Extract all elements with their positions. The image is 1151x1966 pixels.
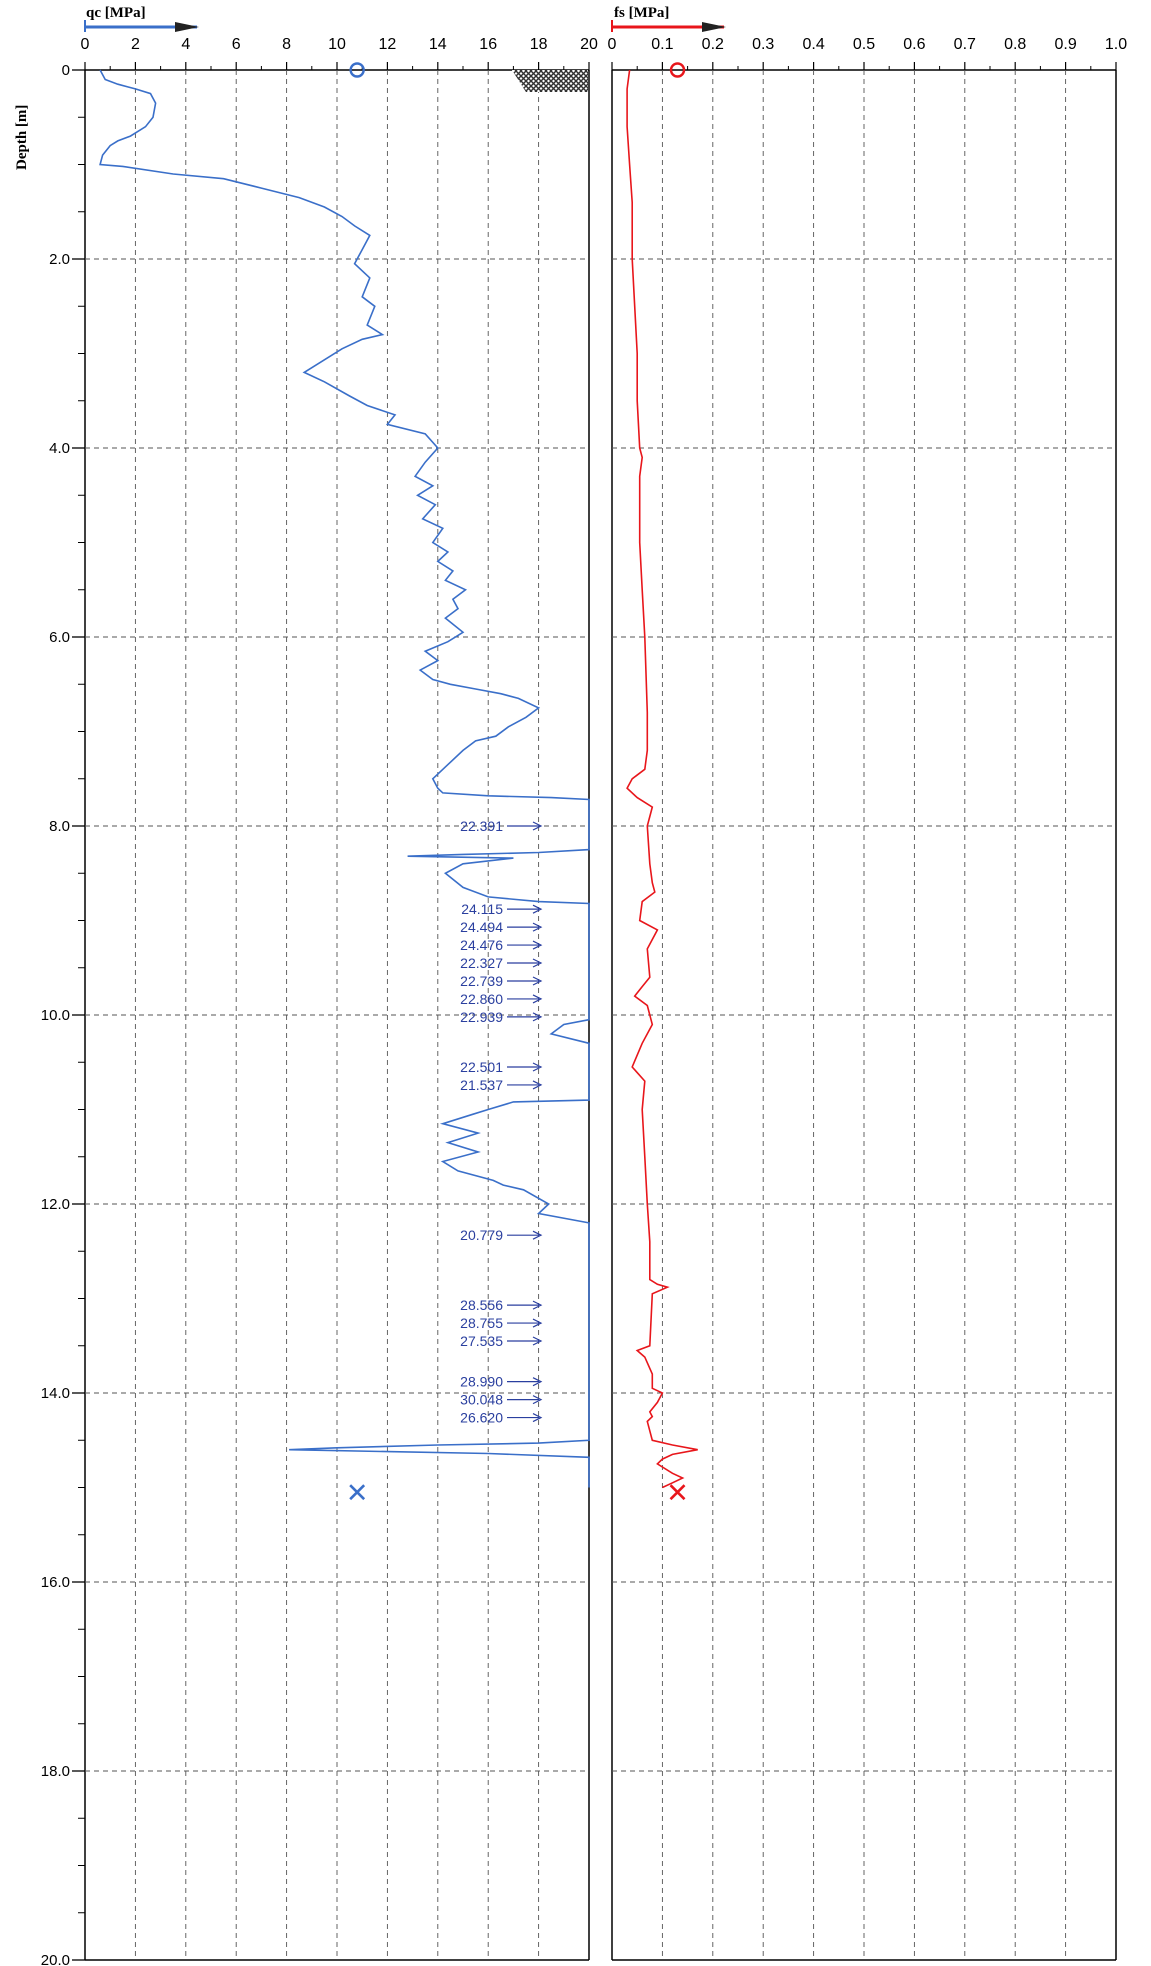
qc-grid: [84, 69, 590, 1961]
qc-cutoff-label: 26.620: [460, 1410, 503, 1426]
qc-circle-marker: [349, 62, 365, 78]
fs-x-tick-label: 0.3: [752, 36, 774, 53]
fs-circle-marker: [669, 62, 686, 78]
hatch-line-a: [512, 70, 513, 92]
fs-x-tick-label: 0: [608, 36, 617, 53]
qc-annotations: 22.391 24.115 24.494 24.476 22.327 22.739 22.8…: [460, 818, 543, 1426]
fs-series-line: [626, 69, 698, 1489]
qc-cutoff-arrowhead: [532, 1336, 543, 1346]
qc-x-tick-label: 14: [429, 36, 447, 53]
qc-cutoff-arrowhead: [532, 1012, 543, 1022]
fs-markers: [669, 62, 686, 1501]
fs-x-tick-label: 0.8: [1004, 36, 1026, 53]
qc-axis: 0 2 4 6 8 10 12 14 16 18 20: [81, 20, 598, 70]
qc-axis-label: qc [MPa]: [86, 5, 146, 21]
hatch-line-b: [590, 70, 612, 92]
depth-axis-label: Depth [m]: [14, 105, 30, 170]
fs-x-tick-label: 1.0: [1105, 36, 1127, 53]
qc-x-tick-label: 8: [282, 36, 291, 53]
hatch-symbol: [512, 70, 612, 92]
qc-markers: [349, 62, 366, 1501]
qc-x-tick-label: 4: [181, 36, 190, 53]
qc-cutoff-label: 21.537: [460, 1077, 503, 1093]
qc-cutoff-label: 22.939: [460, 1009, 503, 1025]
fs-x-tick-label: 0.4: [802, 36, 824, 53]
qc-cutoff-arrowhead: [532, 1080, 543, 1090]
qc-cutoff-label: 24.494: [460, 919, 503, 935]
hatch-line-b: [579, 70, 588, 92]
qc-cutoff-arrowhead: [532, 1413, 543, 1423]
qc-x-tick-label: 12: [379, 36, 397, 53]
depth-tick-label: 0: [62, 62, 70, 79]
qc-cutoff-arrowhead: [532, 922, 543, 932]
qc-cutoff-label: 27.535: [460, 1333, 503, 1349]
qc-series-line: [99, 69, 590, 1488]
qc-cutoff-arrowhead: [532, 1230, 543, 1240]
qc-cutoff-label: 20.779: [460, 1227, 503, 1243]
depth-tick-label: 20.0: [41, 1952, 70, 1966]
depth-tick-label: 12.0: [41, 1196, 70, 1213]
hatch-line-b: [512, 70, 513, 92]
fs-x-tick-label: 0.1: [651, 36, 673, 53]
depth-axis: 0 2.0 4.0 6.0 8.0 10.0 12.0 14.0 16.0 18.0 20.0: [41, 62, 85, 1966]
fs-x-tick-label: 0.2: [702, 36, 724, 53]
qc-cutoff-arrowhead: [532, 976, 543, 986]
qc-cutoff-arrowhead: [532, 1300, 543, 1310]
qc-x-tick-label: 6: [232, 36, 241, 53]
qc-panel: 0 2 4 6 8 10 12 14 16 18 20 22.391 24.115 24.494 24.4…: [81, 5, 612, 1961]
qc-cutoff-label: 28.990: [460, 1374, 503, 1390]
hatch-line-a: [579, 70, 588, 92]
fs-x-tick-label: 0.9: [1054, 36, 1076, 53]
qc-cutoff-arrowhead: [532, 958, 543, 968]
fs-axis: 0 0.1 0.2 0.3 0.4 0.5 0.6 0.7 0.8 0.9 1.0: [608, 20, 1127, 70]
qc-x-tick-label: 16: [479, 36, 497, 53]
fs-x-tick-label: 0.6: [903, 36, 925, 53]
qc-cutoff-label: 22.739: [460, 973, 503, 989]
fs-grid: [611, 69, 1117, 1961]
fs-axis-label: fs [MPa]: [614, 5, 669, 21]
qc-cutoff-arrowhead: [532, 1395, 543, 1405]
fs-title-arrowhead: [702, 22, 726, 32]
fs-cross-marker: [669, 1484, 686, 1501]
qc-cutoff-arrowhead: [532, 904, 543, 914]
qc-cutoff-label: 22.327: [460, 955, 503, 971]
fs-panel: 0 0.1 0.2 0.3 0.4 0.5 0.6 0.7 0.8 0.9 1.0 fs [MPa]: [608, 5, 1127, 1961]
depth-tick-label: 10.0: [41, 1007, 70, 1024]
depth-tick-label: 2.0: [49, 251, 70, 268]
qc-cutoff-arrowhead: [532, 940, 543, 950]
qc-cutoff-arrowhead: [532, 1318, 543, 1328]
qc-cutoff-label: 22.501: [460, 1059, 503, 1075]
qc-cutoff-label: 28.556: [460, 1297, 503, 1313]
depth-tick-label: 18.0: [41, 1763, 70, 1780]
fs-x-tick-label: 0.5: [853, 36, 875, 53]
hatch-line-b: [574, 70, 588, 92]
qc-cutoff-label: 24.115: [461, 901, 503, 917]
depth-tick-label: 14.0: [41, 1385, 70, 1402]
qc-cutoff-label: 30.048: [460, 1392, 503, 1408]
hatch-line-b: [569, 70, 588, 92]
depth-tick-label: 6.0: [49, 629, 70, 646]
qc-cutoff-label: 28.755: [460, 1315, 503, 1331]
depth-tick-label: 8.0: [49, 818, 70, 835]
qc-cutoff-arrowhead: [532, 1062, 543, 1072]
fs-x-tick-label: 0.7: [954, 36, 976, 53]
qc-cutoff-label: 22.391: [460, 818, 503, 834]
hatch-line-a: [590, 70, 612, 92]
depth-tick-label: 4.0: [49, 440, 70, 457]
qc-x-tick-label: 2: [131, 36, 140, 53]
qc-cutoff-arrowhead: [532, 1377, 543, 1387]
qc-cutoff-arrowhead: [532, 821, 543, 831]
qc-cutoff-arrowhead: [532, 994, 543, 1004]
qc-cross-marker: [349, 1484, 366, 1501]
depth-tick-label: 16.0: [41, 1574, 70, 1591]
qc-x-tick-label: 20: [580, 36, 598, 53]
qc-x-tick-label: 18: [530, 36, 548, 53]
qc-cutoff-label: 22.860: [460, 991, 503, 1007]
qc-cutoff-label: 24.476: [460, 937, 503, 953]
qc-x-tick-label: 10: [328, 36, 346, 53]
qc-x-tick-label: 0: [81, 36, 90, 53]
qc-title-arrowhead: [175, 22, 199, 32]
